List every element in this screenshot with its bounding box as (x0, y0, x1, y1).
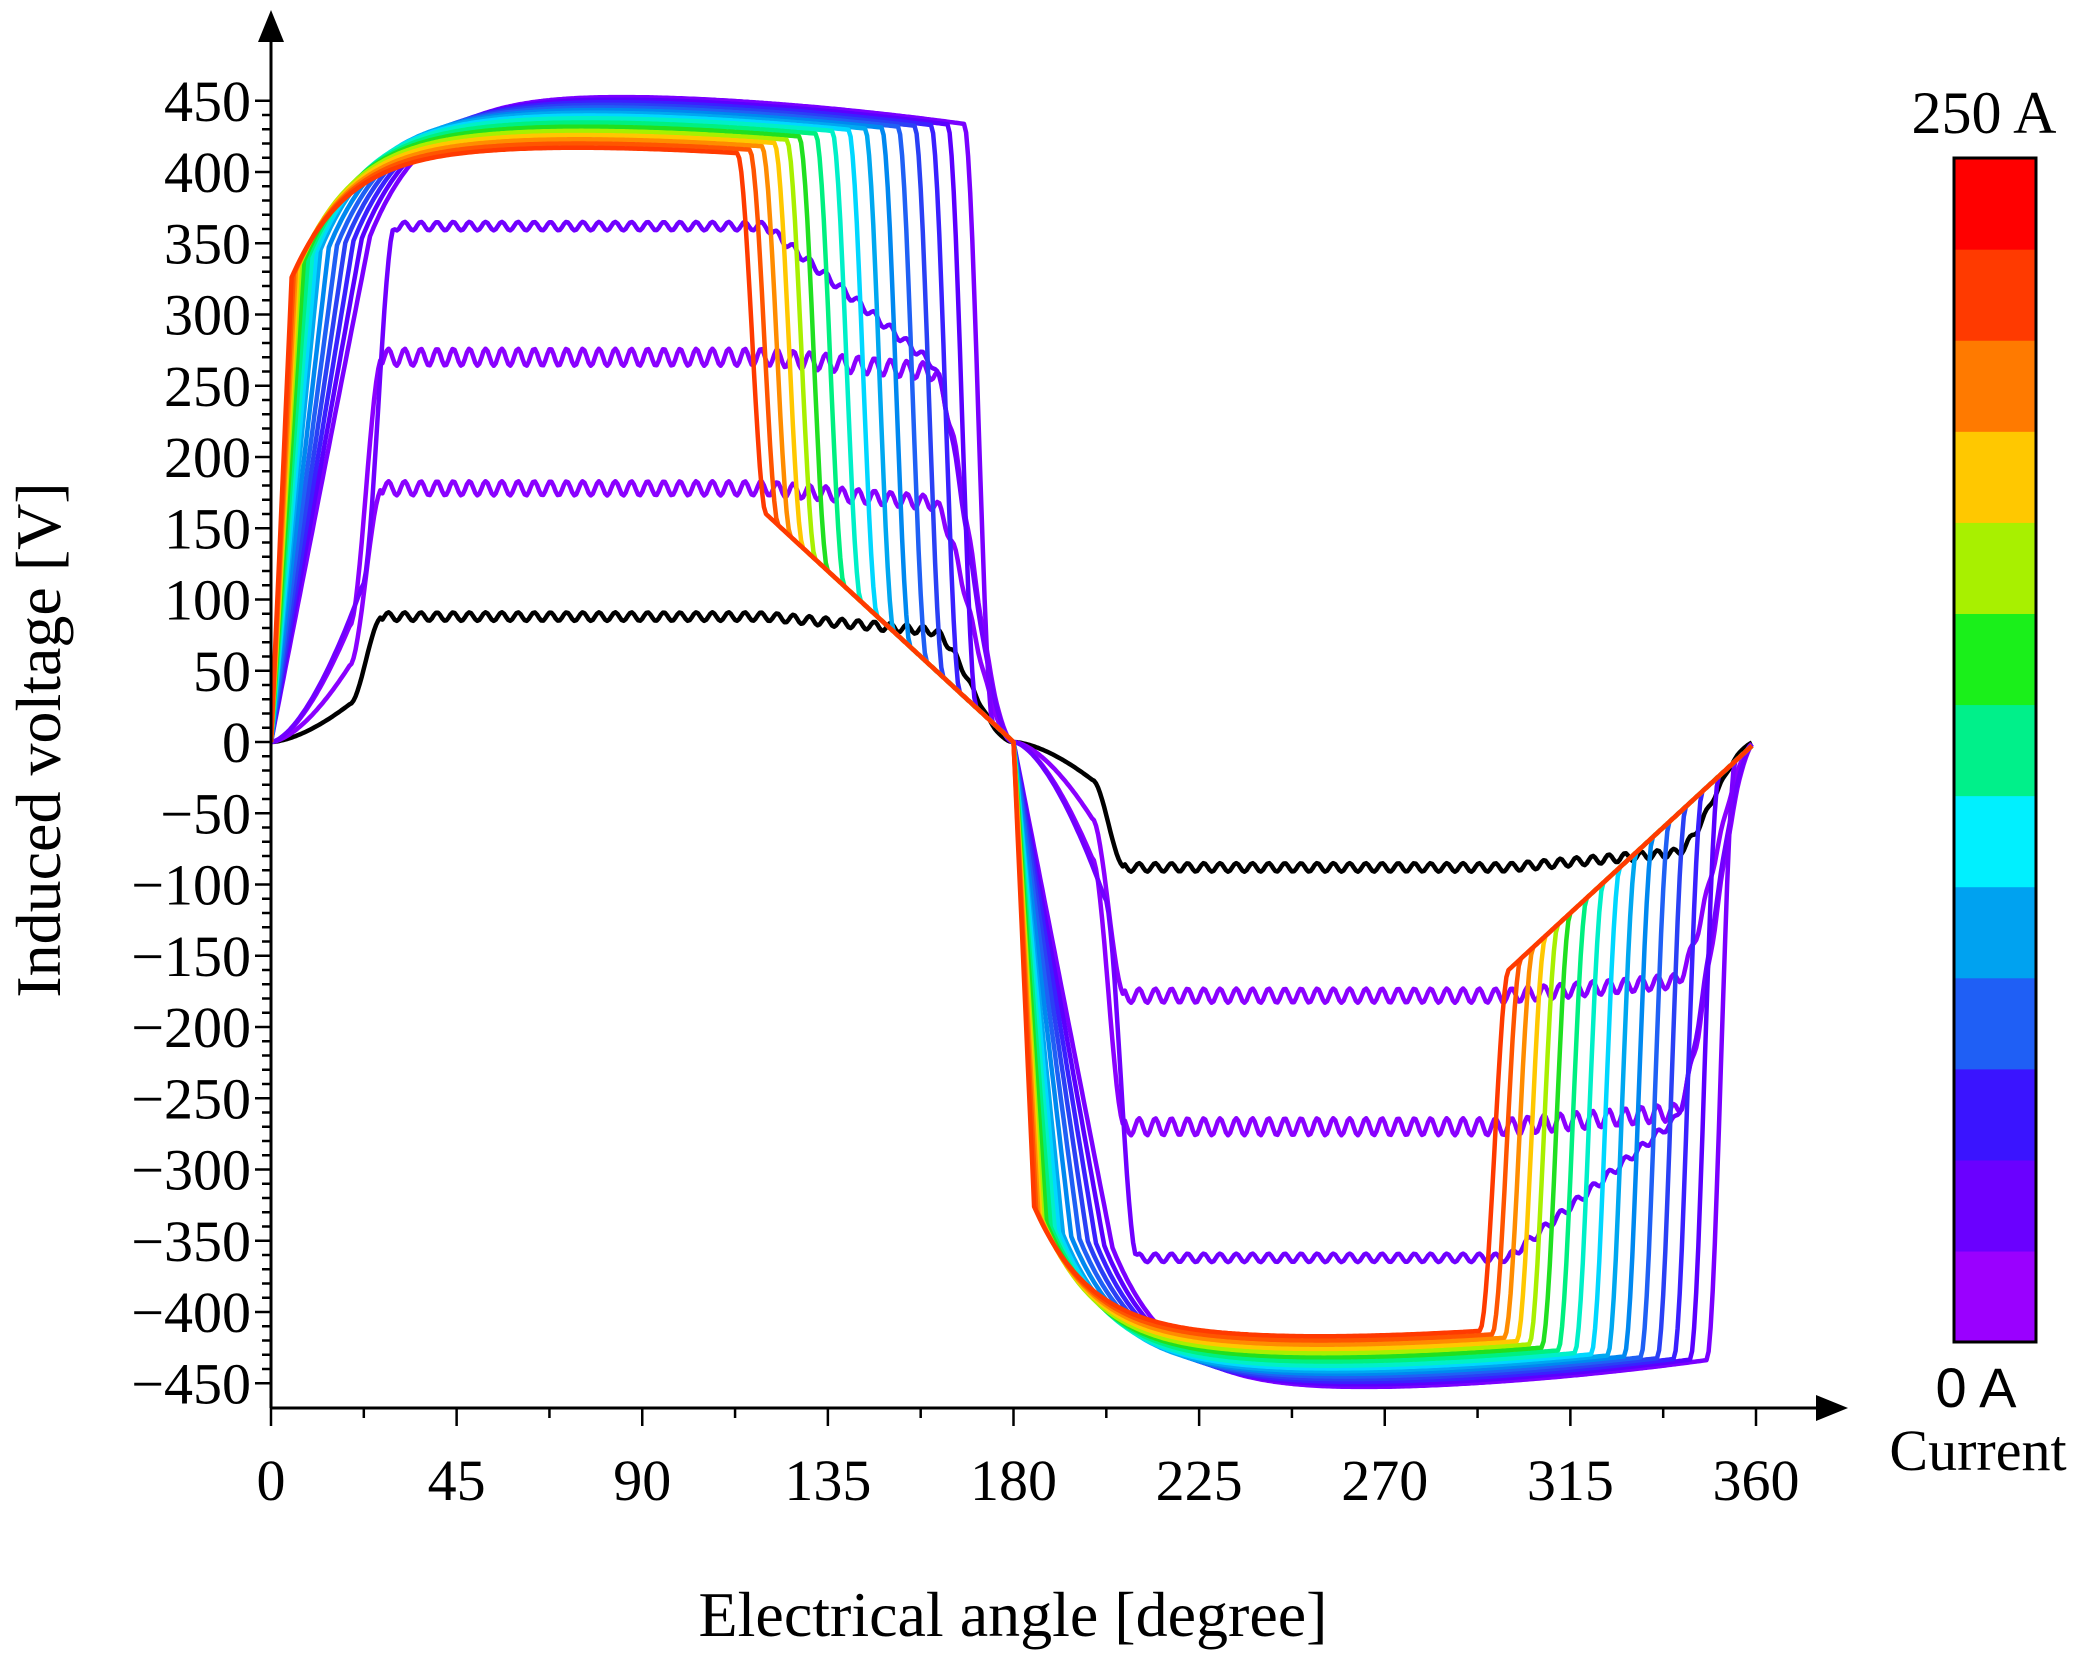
x-tick-label: 90 (613, 1448, 671, 1513)
colorbar-segment (1954, 704, 2036, 797)
y-tick-label: 100 (164, 568, 251, 633)
x-tick-label: 225 (1156, 1448, 1243, 1513)
y-tick-label: −450 (131, 1351, 251, 1416)
series-line-250-a (272, 145, 1754, 1339)
colorbar-segment (1954, 886, 2036, 979)
y-tick-label: 400 (164, 140, 251, 205)
colorbar-max-label: 250 A (1911, 80, 2056, 146)
colorbar-segment (1954, 522, 2036, 614)
colorbar-segment (1954, 795, 2036, 888)
x-tick-label: 0 (257, 1448, 286, 1513)
y-tick-label: 200 (164, 425, 251, 490)
colorbar-segment (1954, 1159, 2036, 1252)
colorbar-segment (1954, 340, 2036, 432)
y-axis-arrow-icon (258, 10, 284, 42)
colorbar-segment (1954, 158, 2036, 250)
colorbar-segment (1954, 249, 2036, 341)
y-tick-label: −200 (131, 995, 251, 1060)
x-tick-label: 180 (970, 1448, 1057, 1513)
y-axis-label: Induced voltage [V] (3, 482, 74, 997)
colorbar (1952, 156, 2038, 1344)
x-tick-label: 135 (784, 1448, 871, 1513)
series-layer (272, 94, 1754, 1390)
y-tick-label: −400 (131, 1280, 251, 1345)
colorbar-segment (1954, 977, 2036, 1070)
colorbar-min-label: 0 A (1936, 1356, 2018, 1419)
y-tick-label: 150 (164, 496, 251, 561)
x-tick-label: 45 (428, 1448, 486, 1513)
y-tick-label: 300 (164, 283, 251, 348)
colorbar-frame (1952, 156, 2038, 1344)
y-tick-label: −250 (131, 1066, 251, 1131)
y-tick-label: −50 (160, 781, 251, 846)
x-tick-label: 270 (1341, 1448, 1428, 1513)
y-tick-label: −100 (131, 853, 251, 918)
colorbar-title: Current (1889, 1418, 2066, 1483)
colorbar-segment (1954, 613, 2036, 706)
colorbar-segment (1954, 1250, 2036, 1343)
x-ticks: 0 45 90 135 180 225 270 315 360 (257, 1408, 1800, 1513)
x-axis-arrow-icon (1816, 1395, 1848, 1421)
colorbar-segment (1954, 431, 2036, 523)
y-ticks: 450400350300250200150100500−50−100−150−2… (131, 69, 271, 1416)
y-tick-label: 250 (164, 354, 251, 419)
colorbar-segment (1954, 1068, 2036, 1161)
y-tick-label: −150 (131, 924, 251, 989)
y-tick-label: −350 (131, 1209, 251, 1274)
y-tick-label: −300 (131, 1138, 251, 1203)
x-tick-label: 315 (1527, 1448, 1614, 1513)
y-tick-label: 50 (193, 639, 251, 704)
x-tick-label: 360 (1713, 1448, 1800, 1513)
y-tick-label: 450 (164, 69, 251, 134)
y-tick-label: 350 (164, 211, 251, 276)
x-axis-label: Electrical angle [degree] (699, 1579, 1328, 1650)
y-tick-label: 0 (222, 710, 251, 775)
